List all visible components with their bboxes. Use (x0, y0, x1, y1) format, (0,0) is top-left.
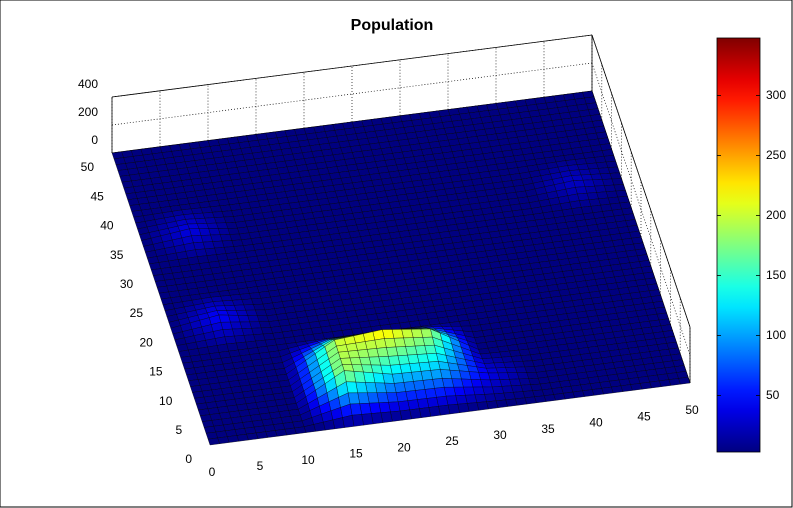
colorbar-tick-label: 50 (766, 388, 780, 402)
y-tick-label: 45 (90, 189, 104, 203)
z-tick-label: 0 (91, 133, 98, 147)
y-tick-label: 35 (110, 248, 124, 262)
y-tick-label: 40 (100, 219, 114, 233)
x-tick-label: 50 (685, 403, 699, 417)
grid-line (591, 62, 691, 356)
x-tick-label: 0 (209, 465, 216, 479)
z-tick-label: 400 (78, 77, 98, 91)
x-tick-label: 45 (637, 409, 651, 423)
colorbar-tick-label: 150 (766, 268, 786, 282)
y-tick-label: 5 (176, 423, 183, 437)
y-tick-label: 0 (185, 452, 192, 466)
surface-patch (207, 437, 220, 446)
colorbar-tick-label: 250 (766, 148, 786, 162)
x-tick-label: 40 (589, 416, 603, 430)
grid-line (591, 34, 691, 328)
box-edge (111, 34, 593, 98)
x-tick-label: 5 (257, 459, 264, 473)
colorbar-tick-label: 100 (766, 328, 786, 342)
x-tick-label: 25 (445, 434, 459, 448)
y-tick-label: 50 (81, 160, 95, 174)
x-tick-label: 35 (541, 422, 555, 436)
surface (111, 90, 691, 446)
x-tick-label: 30 (493, 428, 507, 442)
x-tick-label: 15 (349, 447, 363, 461)
x-tick-label: 20 (397, 440, 411, 454)
y-tick-label: 10 (159, 394, 173, 408)
z-tick-label: 200 (78, 105, 98, 119)
x-tick-label: 10 (301, 453, 315, 467)
colorbar (716, 37, 761, 453)
colorbar-tick-label: 300 (766, 88, 786, 102)
colorbar-tick-label: 200 (766, 208, 786, 222)
y-tick-label: 25 (130, 306, 144, 320)
y-tick-label: 20 (139, 335, 153, 349)
y-tick-label: 30 (120, 277, 134, 291)
y-tick-label: 15 (149, 365, 163, 379)
chart-title: Population (351, 17, 434, 34)
